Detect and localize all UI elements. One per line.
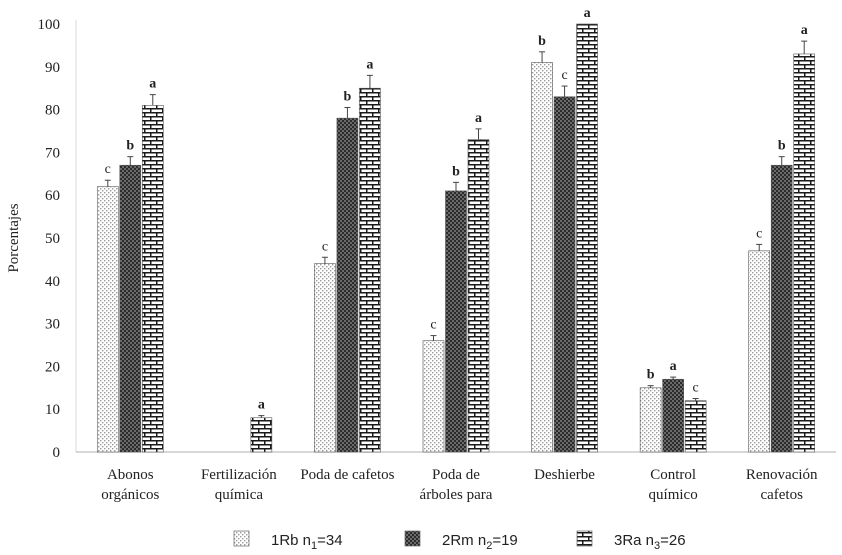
x-tick-label: árboles para (420, 487, 493, 503)
significance-letter: a (584, 6, 591, 21)
significance-letter: b (778, 139, 786, 154)
bar-1Rb-0 (96, 186, 119, 453)
y-tick-label: 90 (45, 60, 60, 76)
y-tick-label: 70 (45, 145, 60, 161)
significance-letter: c (561, 68, 567, 83)
bar-2Rm-3 (445, 190, 467, 453)
bar-3Ra-3 (467, 139, 490, 453)
legend-count: =26 (660, 532, 685, 549)
bar-2Rm-6 (770, 164, 793, 453)
bar-1Rb-5 (639, 387, 662, 453)
x-tick-label: Control (650, 467, 696, 483)
x-tick-label: química (215, 487, 264, 503)
y-tick-label: 40 (45, 274, 60, 290)
y-tick-label: 50 (45, 231, 60, 247)
x-tick-label: Renovación (746, 467, 818, 483)
legend-label-1Rb: 1Rb n1=34 (271, 532, 343, 552)
bar-3Ra-1 (250, 417, 273, 453)
legend-subscript: 3 (654, 540, 660, 552)
legend-text: 2Rm n (442, 532, 486, 549)
significance-letter: b (452, 164, 460, 179)
y-tick-label: 100 (38, 17, 61, 33)
x-tick-label: cafetos (760, 487, 803, 503)
significance-letter: a (475, 111, 482, 126)
bar-2Rm-2 (336, 117, 359, 453)
x-tick-label: orgánicos (101, 487, 159, 503)
y-tick-label: 30 (45, 317, 60, 333)
significance-letter: c (430, 318, 436, 333)
bar-2Rm-4 (553, 96, 576, 453)
significance-letter: a (149, 77, 156, 92)
x-tick-label: Poda de (432, 467, 480, 483)
significance-letter: b (344, 89, 352, 104)
bar-1Rb-3 (422, 340, 445, 453)
y-tick-label: 20 (45, 359, 60, 375)
significance-letter: c (322, 239, 328, 254)
bar-3Ra-5 (684, 400, 707, 453)
legend-subscript: 1 (311, 540, 317, 552)
y-tick-label: 0 (53, 445, 61, 461)
bar-3Ra-2 (359, 87, 381, 453)
legend-label-3Ra: 3Ra n3=26 (614, 532, 686, 552)
bar-3Ra-4 (576, 23, 598, 453)
x-tick-label: Abonos (107, 467, 154, 483)
y-axis-title: Porcentajes (6, 203, 22, 272)
legend-subscript: 2 (486, 540, 492, 552)
legend-text: 1Rb n (271, 532, 311, 549)
x-tick-label: Deshierbe (534, 467, 595, 483)
significance-letter: a (670, 359, 677, 374)
y-tick-label: 80 (45, 103, 60, 119)
x-tick-label: químico (649, 487, 698, 503)
bar-3Ra-0 (141, 105, 164, 453)
legend-count: =19 (492, 532, 517, 549)
legend-count: =34 (317, 532, 342, 549)
bar-1Rb-4 (531, 62, 553, 453)
x-tick-label: Poda de cafetos (300, 467, 394, 483)
significance-letter: a (366, 57, 373, 72)
legend-text: 3Ra n (614, 532, 654, 549)
bar-2Rm-0 (119, 164, 142, 453)
significance-letter: c (693, 381, 699, 396)
legend-label-2Rm: 2Rm n2=19 (442, 532, 518, 552)
y-tick-label: 10 (45, 402, 60, 418)
y-tick-label: 60 (45, 188, 60, 204)
significance-letter: a (801, 23, 808, 38)
bar-2Rm-5 (662, 378, 684, 453)
legend-swatch-2Rm (404, 530, 421, 547)
significance-letter: c (105, 162, 111, 177)
x-tick-label: Fertilización (201, 467, 277, 483)
significance-letter: b (647, 368, 655, 383)
significance-letter: c (756, 226, 762, 241)
significance-letter: b (126, 139, 134, 154)
bar-1Rb-2 (314, 263, 336, 453)
bar-1Rb-6 (748, 250, 771, 453)
bar-3Ra-6 (793, 53, 816, 453)
legend-swatch-1Rb (233, 530, 250, 547)
significance-letter: a (258, 398, 265, 413)
significance-letter: b (538, 34, 546, 49)
legend-swatch-3Ra (576, 530, 593, 547)
